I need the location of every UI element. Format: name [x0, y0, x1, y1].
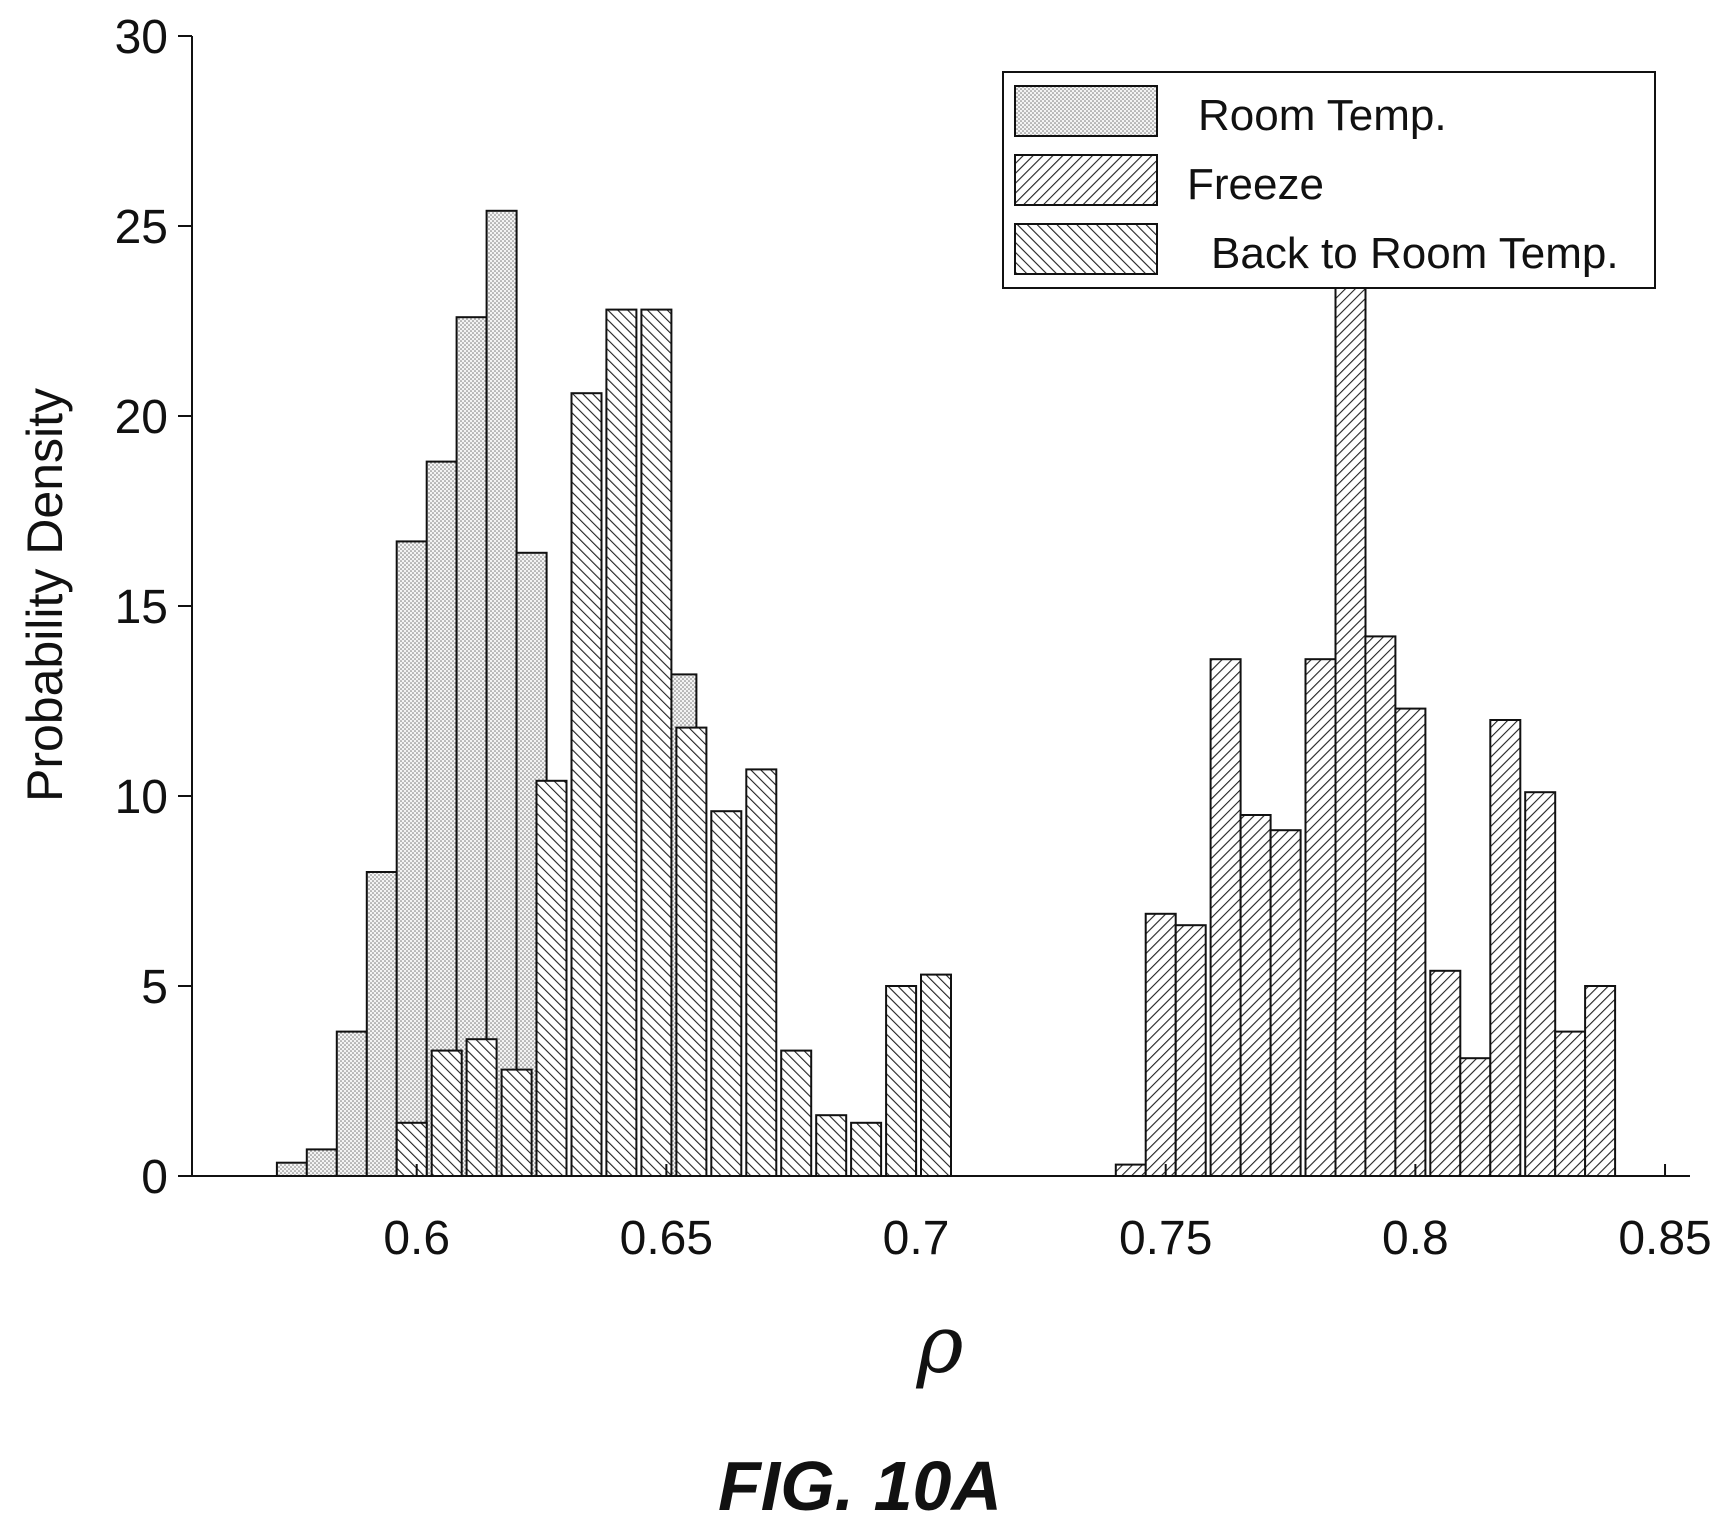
bar-series-2-bin-7 [640, 308, 673, 1178]
y-tick-label-4: 20 [115, 391, 168, 444]
bar-series-2-bin-5 [570, 392, 603, 1177]
bar-series-0-bin-2 [335, 1030, 368, 1177]
x-tick-label-2: 0.7 [883, 1212, 950, 1265]
y-tick-label-2: 10 [115, 771, 168, 824]
x-tick-label-5: 0.85 [1618, 1212, 1711, 1265]
bar-series-2-bin-14 [885, 985, 918, 1177]
bar-series-0-bin-3 [365, 871, 398, 1177]
legend-label-room-temp: Room Temp. [1198, 91, 1447, 140]
bar-series-2-bin-0 [395, 1121, 428, 1178]
bar-series-2-bin-6 [605, 308, 638, 1178]
legend-label-back-to-room-temp: Back to Room Temp. [1211, 229, 1619, 278]
bar-series-2-bin-3 [500, 1068, 533, 1177]
bar-series-1-bin-11 [1459, 1057, 1492, 1177]
y-axis-label: Probability Density [17, 388, 73, 802]
legend-label-freeze: Freeze [1187, 160, 1324, 209]
bar-series-2-bin-4 [535, 779, 568, 1177]
x-tick-label-1: 0.65 [620, 1212, 713, 1265]
bar-series-0-bin-7 [485, 209, 518, 1178]
x-tick-label-4: 0.8 [1382, 1212, 1449, 1265]
bar-series-2-bin-11 [780, 1049, 813, 1177]
bar-series-2-bin-1 [430, 1049, 463, 1177]
bar-series-1-bin-9 [1394, 707, 1427, 1177]
bar-series-0-bin-1 [305, 1148, 338, 1178]
bar-series-1-bin-4 [1239, 814, 1272, 1177]
bar-series-1-bin-13 [1524, 791, 1557, 1177]
bar-series-1-bin-1 [1144, 912, 1177, 1177]
bar-series-1-bin-15 [1584, 985, 1617, 1177]
bar-series-1-bin-7 [1334, 278, 1367, 1177]
bar-series-1-bin-5 [1269, 829, 1302, 1177]
legend-swatch-back-to-room-temp [1014, 223, 1158, 275]
bar-series-2-bin-10 [745, 768, 778, 1178]
bar-series-1-bin-0 [1114, 1163, 1147, 1177]
bar-series-0-bin-0 [275, 1161, 308, 1177]
x-tick-label-3: 0.75 [1119, 1212, 1212, 1265]
bar-series-2-bin-9 [710, 810, 743, 1177]
y-tick-label-3: 15 [115, 581, 168, 634]
y-tick-label-0: 0 [141, 1151, 168, 1204]
legend-swatch-room-temp [1014, 85, 1158, 137]
bar-series-1-bin-10 [1429, 969, 1462, 1177]
x-tick-label-0: 0.6 [383, 1212, 450, 1265]
bar-series-2-bin-12 [815, 1114, 848, 1177]
y-tick-label-5: 25 [115, 201, 168, 254]
chart-legend: Room Temp. Freeze Back to Room Temp. [1002, 71, 1656, 289]
histogram-bars [275, 209, 1617, 1178]
figure-caption: FIG. 10A [718, 1447, 1002, 1525]
x-axis-label: ρ [915, 1298, 963, 1391]
y-tick-label-6: 30 [115, 11, 168, 64]
bar-series-1-bin-3 [1209, 658, 1242, 1177]
bar-series-2-bin-15 [920, 973, 952, 1177]
bar-series-1-bin-6 [1304, 658, 1337, 1177]
bar-series-1-bin-14 [1554, 1030, 1587, 1177]
legend-swatch-freeze [1014, 154, 1158, 206]
bar-series-1-bin-8 [1364, 635, 1397, 1177]
axis-ticks: 0 5 10 15 20 25 30 0.6 0.65 0.7 0.75 0.8 0.85 [115, 11, 1712, 1265]
bar-series-2-bin-13 [850, 1121, 883, 1178]
bar-series-0-bin-4 [395, 540, 428, 1177]
bar-series-2-bin-8 [675, 726, 708, 1177]
bar-series-2-bin-2 [465, 1038, 498, 1177]
bar-series-1-bin-12 [1489, 719, 1522, 1177]
y-tick-label-1: 5 [141, 961, 168, 1014]
bar-series-1-bin-2 [1174, 924, 1207, 1178]
